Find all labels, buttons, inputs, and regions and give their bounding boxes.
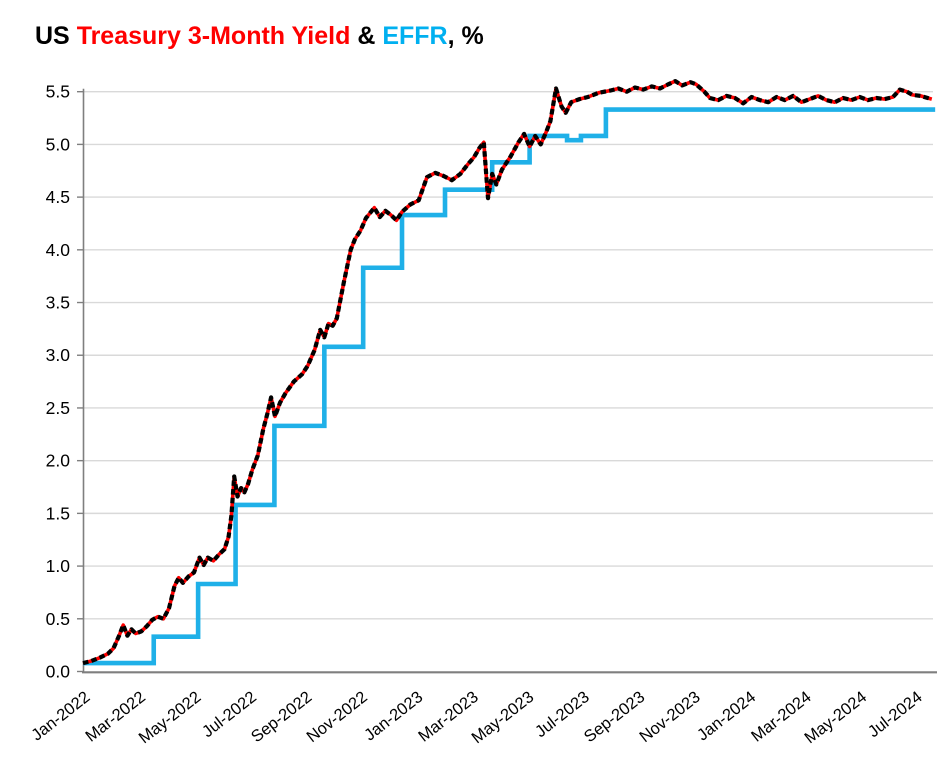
y-tick-label: 5.5 <box>46 82 70 102</box>
y-tick-label: 3.5 <box>46 293 70 313</box>
x-tick-label: Jan-2024 <box>694 688 759 745</box>
title-segment-4: , % <box>447 22 484 50</box>
y-tick-label: 2.5 <box>46 398 70 418</box>
y-tick-label: 5.0 <box>46 134 71 154</box>
y-tick-label: 0.5 <box>46 609 70 629</box>
axes <box>77 88 937 674</box>
x-tick-label: Sep-2023 <box>581 688 648 746</box>
effr-line <box>83 107 936 666</box>
x-tick-label: Jan-2023 <box>361 688 426 745</box>
x-tick-label: May-2024 <box>801 688 870 747</box>
y-tick-label: 0.0 <box>46 662 71 682</box>
chart-title: US Treasury 3-Month Yield & EFFR, % <box>35 22 484 51</box>
x-tick-label: Nov-2022 <box>303 688 370 746</box>
treasury-line-markers <box>82 79 933 666</box>
title-segment-3: EFFR <box>382 22 448 50</box>
y-tick-label: 3.0 <box>46 345 71 365</box>
x-axis-labels: Jan-2022Mar-2022May-2022Jul-2022Sep-2022… <box>28 688 926 747</box>
y-tick-label: 4.0 <box>46 240 71 260</box>
x-tick-label: Jan-2022 <box>28 688 93 745</box>
title-segment-0: US <box>35 22 77 50</box>
y-tick-label: 1.5 <box>46 503 70 523</box>
title-segment-1: Treasury 3-Month Yield <box>76 22 351 50</box>
y-tick-label: 4.5 <box>46 187 70 207</box>
y-axis-labels: 0.0 0.5 1.0 1.5 2.0 2.5 3.0 3.5 4.0 4.5 5.0 5.5 <box>46 82 71 682</box>
gridlines <box>83 90 933 620</box>
x-tick-label: Sep-2022 <box>248 688 315 746</box>
x-tick-label: May-2022 <box>136 688 205 747</box>
x-tick-label: Nov-2023 <box>636 688 703 746</box>
title-segment-2: & <box>350 22 383 50</box>
y-tick-label: 2.0 <box>46 451 71 471</box>
y-tick-label: 1.0 <box>46 556 71 576</box>
x-tick-label: Jul-2024 <box>865 688 926 741</box>
treasury-line <box>82 79 933 665</box>
x-tick-label: May-2023 <box>468 688 537 747</box>
